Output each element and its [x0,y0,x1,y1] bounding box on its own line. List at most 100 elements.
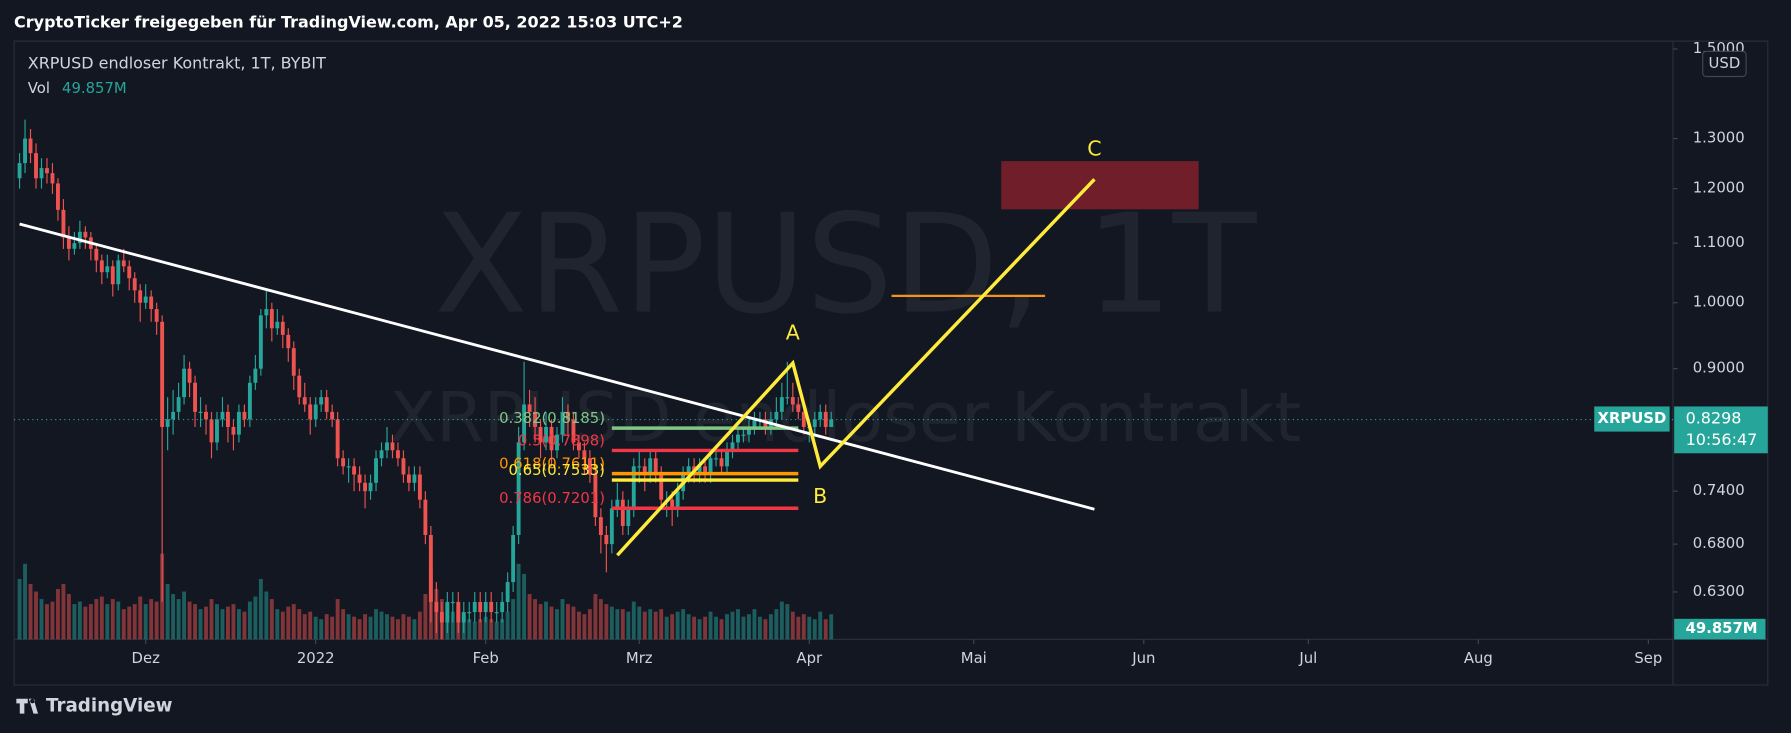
price-tag [1674,406,1768,454]
volume-bar [61,583,66,640]
volume-bar [308,611,313,640]
candle-body [730,442,735,451]
volume-bar [730,611,735,640]
volume-bar [566,604,570,640]
volume-bar [379,611,384,640]
candle-body [560,411,565,435]
volume-bar [768,614,773,640]
chart-frame [13,40,1769,686]
candle-body [176,397,181,412]
candle-body [631,466,636,509]
candle-body [66,237,71,249]
volume-bar [286,606,291,640]
volume-bar [714,616,718,640]
candle-body [396,450,400,459]
volume-bar [796,616,801,640]
candle-body [138,290,143,303]
volume-bar [39,599,44,640]
volume-bar [352,616,357,640]
candle-body [423,499,428,535]
candle-body [264,309,269,316]
fib-label: 0.786(0.7201) [499,490,605,507]
candle-body [368,482,373,492]
symbol-tag-label: XRPUSD [1598,410,1667,427]
candle-body [132,278,137,291]
candle-body [171,411,176,420]
volume-bar [505,611,510,640]
candle-body [439,612,444,623]
candle-body [538,426,543,443]
candle-body [582,450,587,459]
candle-body [187,368,192,383]
header: CryptoTicker freigegeben für TradingView… [14,12,683,31]
volume-bar [681,609,686,640]
candle-body [34,153,38,179]
volume-bar [88,604,93,640]
volume-bar [56,589,60,640]
volume-bar [154,601,159,640]
volume-bar [198,609,203,640]
watermark-sub: XRPUSD endloser Kontrakt [389,378,1301,458]
wave-label: B [813,484,827,508]
volume-bar [785,604,790,640]
candle-body [247,382,252,420]
candle-body [324,397,329,412]
volume-bar [335,599,340,640]
fib-label: 0.5(0.7898) [518,432,605,449]
candle-body [648,458,653,475]
volume-bar [346,614,351,640]
candle-body [593,474,598,518]
candle-body [193,382,197,412]
volume-bar [423,594,428,640]
candle-body [127,266,132,279]
volume-bar [143,604,148,640]
candle-body [576,442,581,451]
candle-body [77,231,82,244]
volume-bar [467,619,472,640]
candle-body [796,404,801,412]
candle-body [61,209,66,238]
x-tick-label: 2022 [297,650,335,667]
candle-body [456,601,461,623]
volume-bar [149,599,154,640]
price-tag-value: 0.8298 [1686,409,1742,428]
volume-bar [341,609,346,640]
wave-label: C [1087,137,1101,161]
volume-bar [165,583,170,640]
candle-body [472,601,477,613]
candle-body [823,411,828,427]
candle-body [154,309,159,322]
volume-bar [406,616,411,640]
volume-bar [17,578,22,640]
volume-bar [132,604,137,640]
candle-body [659,474,664,500]
candle-body [45,168,49,174]
volume-bar [253,596,258,640]
volume-bar [390,616,395,640]
y-tick-label: 1.0000 [1693,294,1745,311]
volume-bar [363,614,367,640]
candle-body [779,397,784,412]
volume-bar [280,611,285,640]
candle-body [231,426,236,435]
volume-bar [324,614,329,640]
candle-body [801,411,806,427]
candle-body [450,601,455,604]
candle-body [297,375,302,398]
volume-bar [483,616,488,640]
candle-body [149,296,154,310]
candle-body [39,168,44,179]
volume-bar [582,614,587,640]
candle-body [412,474,417,483]
candle-body [637,466,642,468]
candle-body [505,582,510,602]
candle-body [165,419,170,427]
volume-bar [242,611,247,640]
candle-body [489,601,494,613]
volume-bar [94,599,99,640]
currency-box[interactable] [1702,50,1747,78]
volume-bar [171,594,176,640]
volume-bar [374,609,378,640]
volume-bar [138,596,143,640]
candle-body [242,411,247,420]
